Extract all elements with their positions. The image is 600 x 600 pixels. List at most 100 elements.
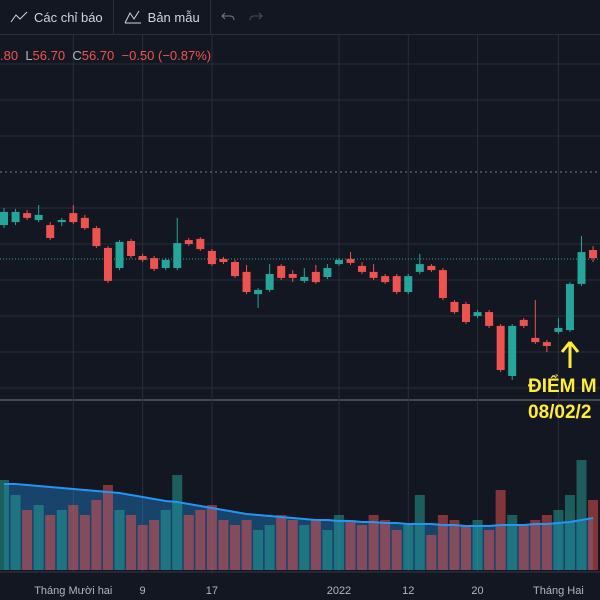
- label: Các chỉ báo: [34, 9, 103, 25]
- ohlc-legend: .80 L56.70 C56.70 −0.50 (−0.87%): [0, 48, 211, 63]
- volume-bar: [126, 515, 137, 570]
- candle-body: [231, 262, 239, 277]
- volume-bar: [22, 510, 33, 570]
- volume-bar: [10, 495, 21, 570]
- volume-bar: [310, 520, 321, 570]
- candle-body: [138, 256, 147, 260]
- candle-body: [127, 241, 136, 256]
- candle-body: [323, 268, 332, 277]
- candle-body: [473, 312, 482, 316]
- candle-body: [508, 325, 517, 376]
- candle-body: [92, 228, 101, 247]
- candle-body: [173, 243, 182, 268]
- candle-body: [219, 259, 228, 262]
- volume-bar: [530, 520, 541, 570]
- candle-body: [415, 264, 424, 272]
- volume-bar: [495, 490, 506, 570]
- x-tick-label: 20: [471, 585, 483, 597]
- volume-bar: [45, 515, 56, 570]
- x-tick-label: 17: [206, 585, 218, 597]
- volume-bar: [160, 510, 171, 570]
- volume-bar: [195, 510, 206, 570]
- volume-bar: [287, 520, 298, 570]
- volume-bar: [576, 460, 587, 570]
- volume-bar: [564, 495, 575, 570]
- toolbar: Các chỉ báo Bản mẫu: [0, 0, 600, 35]
- low-label: L: [25, 48, 33, 63]
- candle-body: [23, 213, 32, 218]
- x-tick-label: Tháng Hai: [533, 585, 584, 597]
- candle-body: [184, 240, 193, 244]
- candle-body: [277, 265, 286, 278]
- volume-bar: [518, 525, 529, 570]
- x-tick-label: 2022: [327, 585, 351, 597]
- candle-body: [311, 271, 320, 283]
- candle-body: [57, 220, 66, 223]
- candle-body: [589, 250, 598, 259]
- candle-body: [150, 258, 159, 269]
- close-value: 56.70: [81, 48, 115, 63]
- candle-body: [161, 259, 170, 268]
- candle-body: [369, 271, 378, 278]
- candle-body: [496, 325, 505, 370]
- candle-body: [46, 225, 55, 238]
- volume-bar: [102, 485, 113, 570]
- volume-bar: [403, 525, 414, 570]
- volume-bar: [206, 505, 217, 570]
- candle-body: [334, 259, 343, 265]
- volume-bar: [437, 515, 448, 570]
- volume-bar: [345, 520, 356, 570]
- annotation-text: ĐIỂM M: [528, 375, 597, 397]
- volume-bar: [449, 520, 460, 570]
- x-tick-label: 9: [140, 585, 146, 597]
- volume-bar: [414, 495, 425, 570]
- volume-bar: [588, 500, 599, 570]
- candle-body: [288, 274, 297, 278]
- candle-body: [80, 217, 89, 229]
- volume-bar: [322, 530, 333, 570]
- volume-ma-line: [4, 483, 594, 527]
- candle-body: [427, 265, 436, 271]
- volume-bar: [426, 535, 437, 570]
- candle-body: [265, 274, 274, 290]
- volume-bar: [368, 515, 379, 570]
- templates-button[interactable]: Bản mẫu: [114, 0, 211, 34]
- volume-bar: [241, 520, 252, 570]
- volume-bar: [183, 515, 194, 570]
- candle-body: [462, 304, 470, 322]
- volume-bar: [507, 515, 518, 570]
- candle-body: [242, 271, 251, 292]
- candle-body: [381, 276, 390, 283]
- volume-bar: [0, 480, 9, 570]
- indicators-button[interactable]: Các chỉ báo: [0, 0, 114, 34]
- open-value: .80: [0, 48, 19, 63]
- x-tick-label: 12: [402, 585, 414, 597]
- volume-bar: [391, 530, 402, 570]
- candle-body: [485, 312, 494, 326]
- volume-bar: [33, 505, 44, 570]
- low-value: 56.70: [32, 48, 66, 63]
- volume-bar: [91, 500, 102, 570]
- volume-bar: [68, 505, 79, 570]
- candle-body: [254, 289, 263, 295]
- candle-body: [11, 211, 20, 223]
- volume-bar: [56, 510, 67, 570]
- label: Bản mẫu: [147, 9, 200, 25]
- x-tick-label: Tháng Mười hai: [34, 585, 112, 597]
- candle-body: [207, 250, 216, 265]
- volume-bar: [553, 510, 564, 570]
- candle-body: [358, 265, 367, 272]
- undo-button[interactable]: [220, 11, 235, 23]
- candle-body: [404, 276, 413, 292]
- candle-body: [196, 238, 205, 250]
- change-value: −0.50 (−0.87%): [121, 48, 212, 63]
- volume-bar: [380, 520, 391, 570]
- candle-body: [554, 328, 563, 332]
- candle-body: [115, 241, 124, 268]
- volume-bar: [484, 530, 495, 570]
- volume-bar: [264, 525, 275, 570]
- candle-body: [531, 337, 540, 343]
- redo-button[interactable]: [249, 11, 263, 23]
